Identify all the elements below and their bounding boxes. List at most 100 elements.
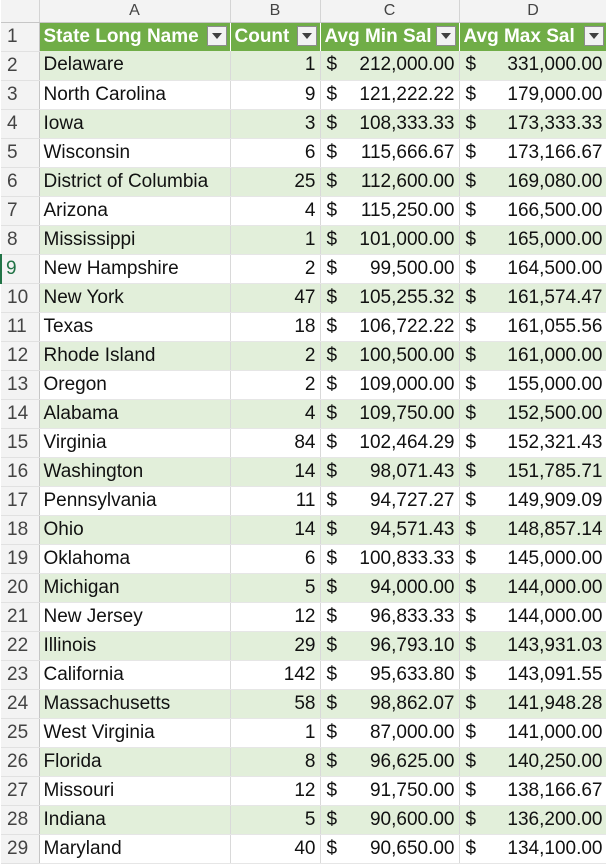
cell-avg-max-sal[interactable]: $145,000.00 [459, 544, 606, 574]
cell-avg-min-sal[interactable]: $87,000.00 [320, 718, 460, 748]
cell-state[interactable]: New Hampshire [39, 254, 231, 284]
cell-state[interactable]: District of Columbia [39, 167, 231, 197]
cell-avg-max-sal[interactable]: $138,166.67 [459, 776, 606, 806]
cell-state[interactable]: Iowa [39, 109, 231, 139]
cell-avg-min-sal[interactable]: $94,571.43 [320, 515, 460, 545]
cell-avg-min-sal[interactable]: $94,727.27 [320, 486, 460, 516]
cell-avg-min-sal[interactable]: $106,722.22 [320, 312, 460, 342]
cell-avg-max-sal[interactable]: $152,500.00 [459, 399, 606, 429]
cell-avg-max-sal[interactable]: $141,000.00 [459, 718, 606, 748]
cell-avg-min-sal[interactable]: $94,000.00 [320, 573, 460, 603]
row-header[interactable]: 25 [1, 718, 40, 748]
row-header[interactable]: 20 [1, 573, 40, 603]
row-header[interactable]: 12 [1, 341, 40, 371]
column-header-b[interactable]: B [230, 0, 321, 23]
cell-count[interactable]: 12 [230, 776, 321, 806]
cell-state[interactable]: Ohio [39, 515, 231, 545]
cell-avg-max-sal[interactable]: $161,055.56 [459, 312, 606, 342]
cell-avg-min-sal[interactable]: $98,862.07 [320, 689, 460, 719]
row-header[interactable]: 24 [1, 689, 40, 719]
cell-avg-min-sal[interactable]: $100,833.33 [320, 544, 460, 574]
cell-avg-min-sal[interactable]: $99,500.00 [320, 254, 460, 284]
row-header[interactable]: 23 [1, 660, 40, 690]
column-header-d[interactable]: D [459, 0, 606, 23]
cell-avg-max-sal[interactable]: $173,166.67 [459, 138, 606, 168]
cell-avg-max-sal[interactable]: $148,857.14 [459, 515, 606, 545]
cell-count[interactable]: 5 [230, 805, 321, 835]
cell-count[interactable]: 25 [230, 167, 321, 197]
header-state-long-name[interactable]: State Long Name [39, 22, 231, 51]
cell-avg-max-sal[interactable]: $161,574.47 [459, 283, 606, 313]
cell-count[interactable]: 1 [230, 718, 321, 748]
cell-state[interactable]: Florida [39, 747, 231, 777]
cell-avg-min-sal[interactable]: $96,793.10 [320, 631, 460, 661]
cell-avg-max-sal[interactable]: $143,931.03 [459, 631, 606, 661]
cell-count[interactable]: 4 [230, 196, 321, 226]
cell-avg-min-sal[interactable]: $212,000.00 [320, 51, 460, 81]
row-header[interactable]: 14 [1, 399, 40, 429]
row-header[interactable]: 22 [1, 631, 40, 661]
column-header-a[interactable]: A [39, 0, 231, 23]
cell-count[interactable]: 12 [230, 602, 321, 632]
cell-avg-min-sal[interactable]: $109,000.00 [320, 370, 460, 400]
cell-avg-min-sal[interactable]: $121,222.22 [320, 80, 460, 110]
cell-state[interactable]: Mississippi [39, 225, 231, 255]
cell-state[interactable]: Illinois [39, 631, 231, 661]
cell-avg-max-sal[interactable]: $164,500.00 [459, 254, 606, 284]
cell-state[interactable]: Texas [39, 312, 231, 342]
cell-avg-min-sal[interactable]: $98,071.43 [320, 457, 460, 487]
cell-avg-max-sal[interactable]: $144,000.00 [459, 602, 606, 632]
cell-count[interactable]: 3 [230, 109, 321, 139]
row-header[interactable]: 27 [1, 776, 40, 806]
cell-state[interactable]: North Carolina [39, 80, 231, 110]
cell-avg-min-sal[interactable]: $112,600.00 [320, 167, 460, 197]
row-header[interactable]: 18 [1, 515, 40, 545]
cell-avg-max-sal[interactable]: $149,909.09 [459, 486, 606, 516]
header-avg-min-sal[interactable]: Avg Min Sal [320, 22, 460, 51]
cell-avg-min-sal[interactable]: $96,833.33 [320, 602, 460, 632]
cell-state[interactable]: Oregon [39, 370, 231, 400]
cell-avg-min-sal[interactable]: $95,633.80 [320, 660, 460, 690]
cell-avg-max-sal[interactable]: $166,500.00 [459, 196, 606, 226]
row-header[interactable]: 9 [0, 254, 40, 284]
cell-count[interactable]: 4 [230, 399, 321, 429]
cell-state[interactable]: Wisconsin [39, 138, 231, 168]
cell-count[interactable]: 1 [230, 225, 321, 255]
cell-count[interactable]: 2 [230, 341, 321, 371]
cell-avg-max-sal[interactable]: $143,091.55 [459, 660, 606, 690]
cell-count[interactable]: 2 [230, 254, 321, 284]
row-header[interactable]: 6 [1, 167, 40, 197]
cell-avg-max-sal[interactable]: $165,000.00 [459, 225, 606, 255]
row-header[interactable]: 26 [1, 747, 40, 777]
column-header-c[interactable]: C [320, 0, 460, 23]
cell-avg-max-sal[interactable]: $173,333.33 [459, 109, 606, 139]
cell-avg-min-sal[interactable]: $90,600.00 [320, 805, 460, 835]
cell-avg-min-sal[interactable]: $108,333.33 [320, 109, 460, 139]
cell-avg-min-sal[interactable]: $91,750.00 [320, 776, 460, 806]
row-header-1[interactable]: 1 [1, 22, 40, 52]
cell-count[interactable]: 40 [230, 834, 321, 864]
row-header[interactable]: 8 [1, 225, 40, 255]
cell-state[interactable]: Indiana [39, 805, 231, 835]
row-header[interactable]: 13 [1, 370, 40, 400]
cell-state[interactable]: Maryland [39, 834, 231, 864]
cell-state[interactable]: Alabama [39, 399, 231, 429]
cell-avg-max-sal[interactable]: $140,250.00 [459, 747, 606, 777]
cell-avg-min-sal[interactable]: $105,255.32 [320, 283, 460, 313]
cell-state[interactable]: Arizona [39, 196, 231, 226]
cell-count[interactable]: 5 [230, 573, 321, 603]
cell-avg-max-sal[interactable]: $331,000.00 [459, 51, 606, 81]
row-header[interactable]: 19 [1, 544, 40, 574]
cell-state[interactable]: Massachusetts [39, 689, 231, 719]
row-header[interactable]: 29 [1, 834, 40, 864]
cell-avg-min-sal[interactable]: $115,666.67 [320, 138, 460, 168]
row-header[interactable]: 11 [1, 312, 40, 342]
cell-count[interactable]: 1 [230, 51, 321, 81]
cell-avg-min-sal[interactable]: $109,750.00 [320, 399, 460, 429]
row-header[interactable]: 2 [1, 51, 40, 81]
cell-state[interactable]: West Virginia [39, 718, 231, 748]
cell-avg-max-sal[interactable]: $152,321.43 [459, 428, 606, 458]
filter-dropdown-button[interactable] [296, 25, 317, 46]
row-header[interactable]: 16 [1, 457, 40, 487]
cell-state[interactable]: California [39, 660, 231, 690]
